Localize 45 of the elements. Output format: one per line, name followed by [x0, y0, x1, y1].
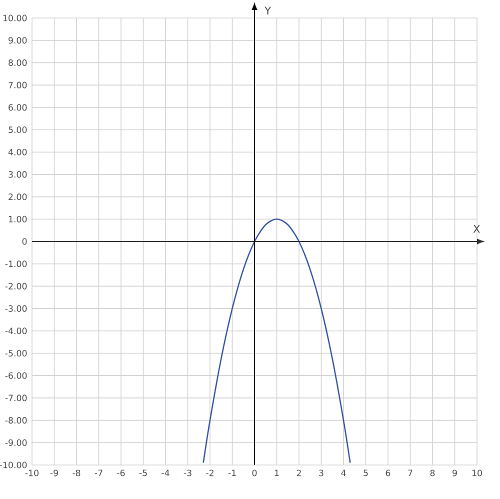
y-tick-label: 10.00 [3, 14, 27, 22]
x-tick-label: 2 [296, 470, 301, 476]
y-tick-label: -10.00 [0, 462, 27, 468]
x-tick-label: -3 [184, 470, 192, 476]
x-tick-label: -7 [94, 470, 102, 476]
x-tick-label: -8 [72, 470, 80, 476]
x-tick-label: -5 [139, 470, 147, 476]
x-tick-label: 1 [274, 470, 279, 476]
y-tick-label: 1.00 [8, 216, 27, 222]
y-tick-label: 8.00 [8, 59, 27, 66]
x-tick-label: 0 [252, 470, 257, 476]
x-tick-label: 5 [364, 470, 368, 476]
y-tick-label: -6.00 [5, 372, 27, 379]
x-tick-label: -2 [206, 470, 214, 476]
x-tick-label: 10 [472, 470, 482, 476]
x-tick-label: 8 [430, 470, 435, 476]
x-tick-label: 3 [319, 470, 324, 476]
x-axis-title: X [473, 225, 480, 233]
y-tick-label: 7.00 [8, 82, 27, 88]
x-tick-label: 9 [452, 470, 457, 476]
line-series [202, 218, 351, 464]
y-tick-label: 6.00 [8, 104, 27, 111]
y-tick-label: 0 [22, 238, 27, 245]
y-axis-title: Y [264, 6, 272, 14]
y-tick-label: -1.00 [5, 260, 27, 268]
y-tick-label: -5.00 [5, 350, 27, 357]
y-tick-label: -3.00 [5, 305, 27, 312]
x-tick-label: 7 [408, 470, 412, 476]
x-tick-label: -6 [117, 470, 125, 476]
y-tick-label: 3.00 [8, 171, 27, 178]
y-tick-label: 5.00 [8, 126, 27, 134]
x-tick-label: -4 [162, 470, 170, 476]
x-tick-label: -1 [228, 470, 236, 476]
x-tick-label: -9 [50, 470, 58, 476]
y-tick-label: -2.00 [5, 282, 27, 290]
y-tick-label: -9.00 [5, 439, 27, 446]
y-tick-label: 4.00 [8, 148, 27, 156]
y-tick-label: -7.00 [5, 394, 27, 402]
y-tick-label: -8.00 [5, 417, 27, 424]
y-tick-label: 2.00 [8, 194, 27, 200]
y-tick-label: -4.00 [5, 328, 27, 334]
x-tick-label: -10 [25, 470, 39, 476]
x-tick-label: 4 [341, 470, 346, 476]
x-tick-label: 6 [386, 470, 390, 476]
y-tick-label: 9.00 [8, 37, 27, 44]
